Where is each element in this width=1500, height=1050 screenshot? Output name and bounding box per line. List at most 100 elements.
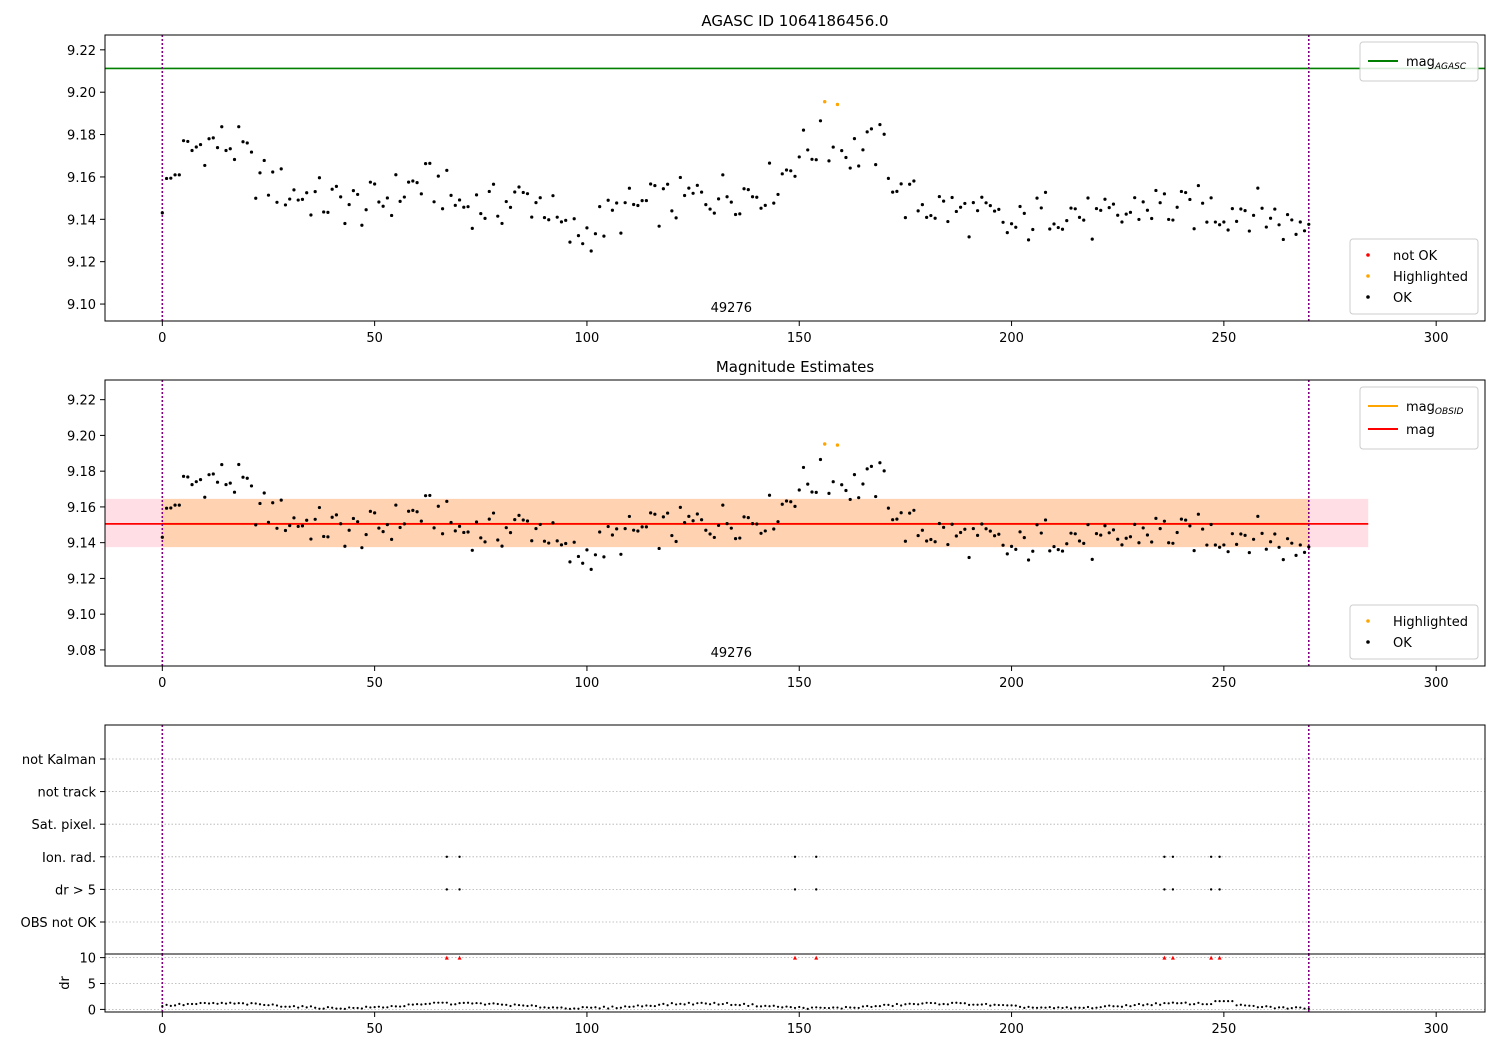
dr-point — [475, 1001, 478, 1005]
agasc-ok-point — [670, 209, 674, 213]
dr-point — [271, 1003, 274, 1006]
agasc-ok-point — [245, 141, 249, 145]
agasc-ok-point — [1167, 217, 1171, 222]
agasc-ok-point — [547, 218, 551, 222]
magnitude-ok-point — [1243, 533, 1247, 537]
dr-point — [632, 1005, 635, 1008]
magnitude-ok-point — [491, 511, 496, 515]
dr-panel: 0 50 100 150 200 250 300 0 5 10 dr — [58, 952, 1486, 1037]
agasc-ok-point — [279, 167, 283, 171]
agasc-ok-point — [789, 169, 793, 173]
magnitude-ok-point — [750, 522, 755, 526]
dr-point — [759, 1005, 763, 1008]
agasc-ok-point — [712, 211, 716, 215]
dr-point — [1099, 1006, 1102, 1009]
agasc-ok-point — [423, 162, 428, 166]
dr-point — [598, 1007, 601, 1010]
dr-point — [382, 1006, 385, 1009]
dr-point — [403, 1004, 406, 1008]
magnitude-ok-point — [1171, 541, 1175, 545]
dr-point — [900, 1004, 903, 1007]
magnitude-ok-point — [419, 519, 423, 523]
dr-point — [462, 1001, 465, 1004]
agasc-ok-point — [793, 174, 797, 178]
magnitude-ok-point — [1137, 541, 1141, 545]
dr-point — [318, 1007, 321, 1010]
dr-point — [241, 1002, 245, 1005]
agasc-ok-point — [292, 188, 296, 192]
magnitude-ok-point — [283, 528, 288, 533]
magnitude-ok-point — [309, 537, 313, 541]
agasc-ok-point — [581, 242, 585, 246]
dr-point — [887, 1003, 890, 1006]
agasc-ok-point — [1188, 197, 1192, 202]
agasc-ok-point — [695, 183, 699, 187]
magnitude-ok-point — [1141, 526, 1145, 530]
agasc-ok-point — [1184, 190, 1188, 195]
agasc-ok-point — [496, 214, 500, 218]
dr-point — [505, 1003, 508, 1006]
agasc-ok-point — [912, 179, 916, 183]
agasc-ok-point — [1128, 210, 1133, 214]
dr-point — [781, 1006, 784, 1009]
dr-point — [929, 1001, 932, 1005]
dr-point — [827, 1006, 831, 1010]
dr-point — [1273, 1007, 1276, 1010]
dr-point — [479, 1002, 482, 1005]
agasc-ok-point — [1205, 220, 1209, 224]
magnitude-ok-point — [487, 517, 491, 521]
dr-point — [394, 1005, 397, 1008]
flag-point — [1163, 888, 1166, 891]
dr-point — [849, 1006, 852, 1009]
magnitude-ytick-label: 9.14 — [67, 537, 96, 552]
dr-point — [428, 1002, 431, 1005]
dr-point — [581, 1006, 584, 1009]
magnitude-ok-point — [190, 482, 194, 487]
dr-point — [254, 1002, 257, 1005]
magnitude-ok-point — [818, 457, 823, 462]
magnitude-highlighted-point — [823, 442, 827, 446]
magnitude-ok-point — [666, 511, 670, 515]
magnitude-ok-point — [649, 511, 653, 515]
agasc-ok-point — [1273, 207, 1277, 211]
magnitude-ok-point — [1251, 537, 1256, 541]
magnitude-ok-point — [1201, 527, 1205, 531]
dr-point — [522, 1004, 525, 1007]
agasc-ok-point — [1077, 215, 1082, 219]
magnitude-ok-point — [793, 504, 797, 508]
dr-point — [267, 1004, 270, 1007]
dr-point — [449, 1003, 453, 1006]
agasc-ok-point — [237, 125, 241, 129]
dr-point — [658, 1003, 661, 1006]
magnitude-ok-point — [300, 524, 305, 528]
dr-point — [1040, 1006, 1043, 1009]
agasc-ok-point — [491, 182, 496, 186]
magnitude-ok-point — [627, 514, 632, 519]
magnitude-ok-point — [708, 532, 712, 536]
magnitude-ok-point — [1133, 522, 1137, 527]
dr-point — [560, 1006, 563, 1009]
dr-point — [1125, 1003, 1128, 1007]
agasc-ytick-label: 9.10 — [67, 298, 96, 313]
magnitude-ok-point — [1235, 542, 1239, 546]
dr-point — [1231, 1000, 1234, 1003]
agasc-ok-point — [275, 200, 279, 204]
agasc-panel: AGASC ID 1064186456.0 0 50 100 150 200 250 300… — [67, 12, 1486, 346]
magnitude-ok-point — [398, 525, 402, 530]
dr-point — [696, 1002, 699, 1005]
dr-point — [1294, 1006, 1298, 1009]
magnitude-ok-point — [967, 555, 971, 560]
magnitude-ok-point — [305, 518, 309, 522]
dr-point — [1197, 1001, 1200, 1004]
agasc-ok-point — [1298, 220, 1302, 224]
magnitude-ok-point — [925, 539, 929, 543]
flag-point — [793, 888, 797, 891]
agasc-ok-point — [470, 226, 474, 230]
magnitude-ok-point — [1014, 547, 1018, 551]
agasc-ok-point — [1154, 188, 1158, 193]
agasc-ok-point — [415, 181, 419, 185]
dr-point — [1116, 1005, 1119, 1008]
dr-point — [250, 1002, 253, 1005]
agasc-legend-marker-label: Highlighted — [1393, 270, 1468, 285]
magnitude-legend-marker-swatch — [1366, 619, 1370, 623]
